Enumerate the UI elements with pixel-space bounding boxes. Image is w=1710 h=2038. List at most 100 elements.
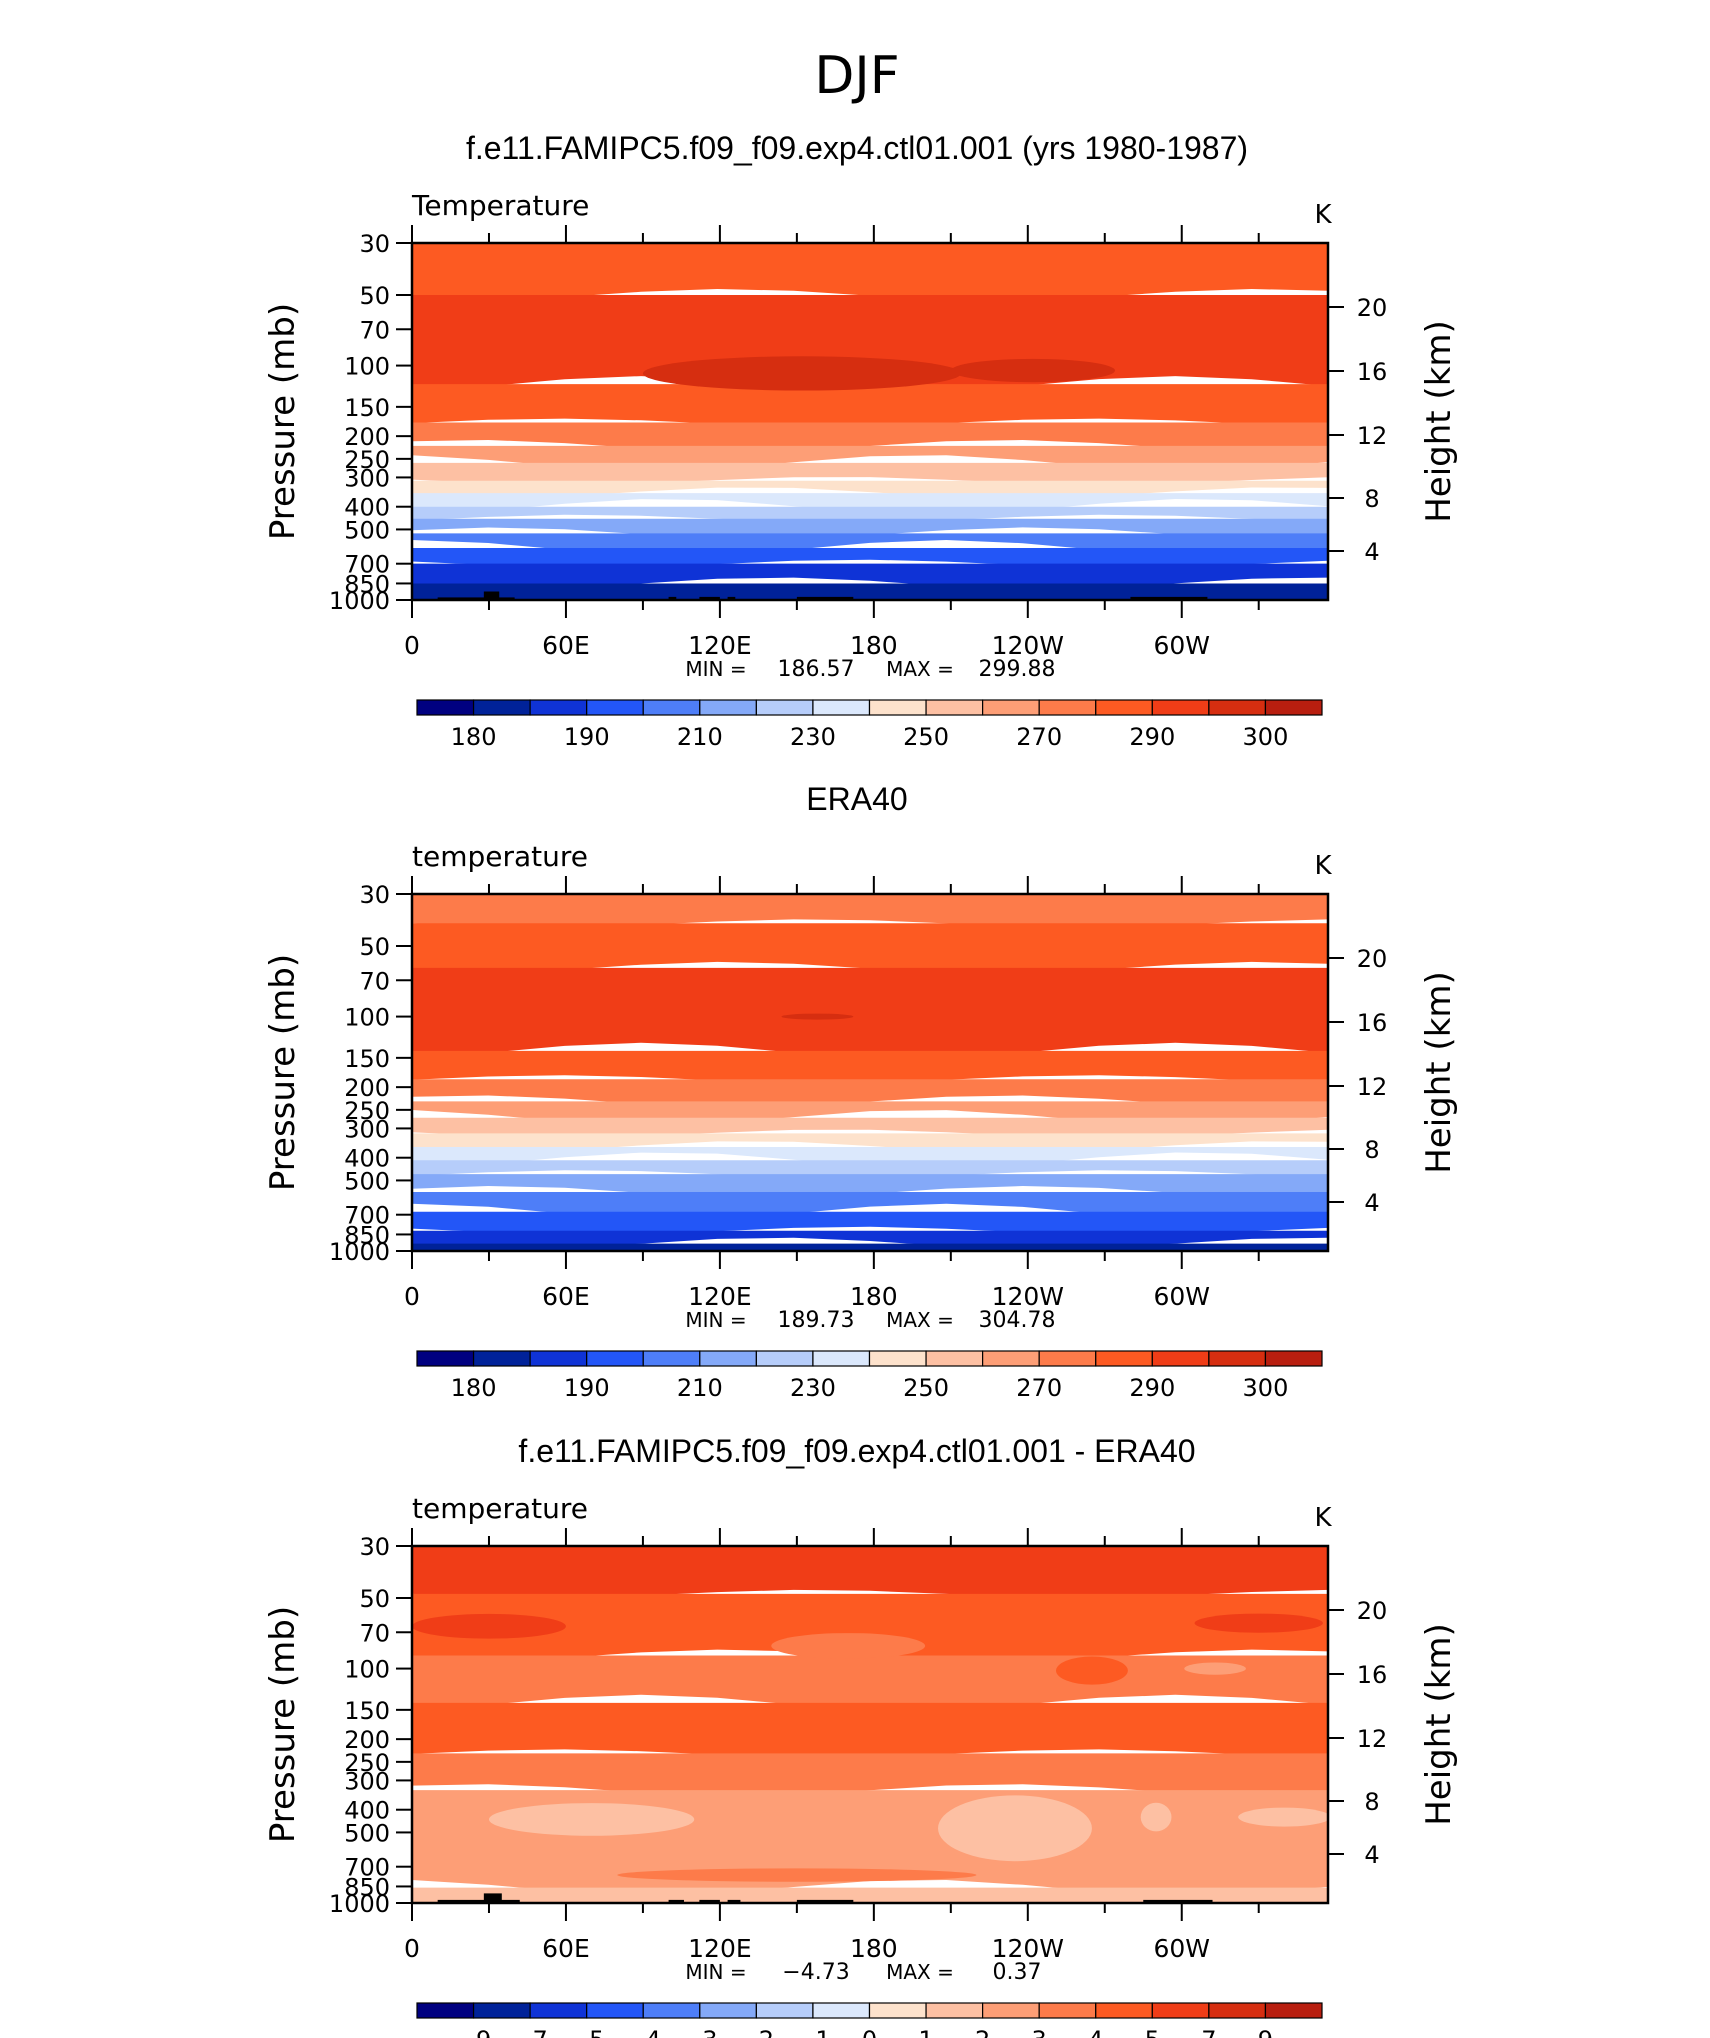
colorbar-label: −3 xyxy=(682,2026,717,2038)
topography-mask xyxy=(699,596,720,600)
colorbar-box xyxy=(1095,1350,1153,1367)
contour-blob xyxy=(937,1795,1092,1862)
y-tick-label: 400 xyxy=(344,494,390,522)
colorbar-box xyxy=(586,699,644,716)
x-tick-label: 180 xyxy=(850,1934,898,1963)
contour-blob xyxy=(1056,1656,1128,1685)
y-right-tick-label: 4 xyxy=(1364,1841,1379,1869)
colorbar-box xyxy=(642,1350,701,1367)
y-tick-label: 70 xyxy=(359,316,390,344)
plot-frame xyxy=(410,241,1330,602)
y-tick-label: 250 xyxy=(344,1749,390,1777)
x-tick-label: 60E xyxy=(542,1934,590,1963)
contour-band xyxy=(412,547,1328,568)
colorbar-box xyxy=(699,1350,757,1367)
stats-min-value: 189.73 xyxy=(778,1308,855,1333)
colorbar-box xyxy=(1038,2002,1097,2019)
x-tick-label: 180 xyxy=(850,631,898,660)
units-label: K xyxy=(1314,200,1332,230)
y-tick-label: 1000 xyxy=(329,1890,390,1918)
y-tick-label: 200 xyxy=(344,423,390,451)
colorbar-label: 290 xyxy=(1129,723,1175,751)
x-tick-label: 120W xyxy=(992,1934,1064,1963)
y-tick-label: 200 xyxy=(344,1726,390,1754)
variable-label: Temperature xyxy=(411,189,589,222)
contour-blob xyxy=(1140,1802,1172,1832)
contour-band xyxy=(412,1753,1328,1796)
colorbar-label: 250 xyxy=(903,1374,949,1402)
colorbar-box xyxy=(925,2002,984,2019)
contour-band xyxy=(412,1887,1328,1903)
colorbar-label: 230 xyxy=(790,1374,836,1402)
y-tick-label: 1000 xyxy=(329,587,390,615)
colorbar-box xyxy=(868,1350,927,1367)
colorbar-box xyxy=(868,699,927,716)
contour-band xyxy=(412,384,1328,427)
colorbar: 180 190 210 230 250 270 290 300 xyxy=(416,699,1323,751)
y-tick-label: 400 xyxy=(344,1797,390,1825)
colorbar-box xyxy=(472,699,531,716)
colorbar-label: 0 xyxy=(862,2026,877,2038)
contour-band xyxy=(412,243,1328,301)
contour-band xyxy=(412,1211,1328,1235)
y-tick-label: 500 xyxy=(344,1819,390,1847)
y-tick-label: 100 xyxy=(344,1656,390,1684)
topography-mask xyxy=(483,1893,502,1903)
colorbar-box xyxy=(1264,699,1323,716)
y-right-tick-label: 16 xyxy=(1357,1009,1388,1037)
variable-label: temperature xyxy=(412,840,588,873)
colorbar-label: −2 xyxy=(739,2026,774,2038)
topography-mask xyxy=(727,596,736,600)
colorbar-label: 1 xyxy=(918,2026,933,2038)
x-tick-label: 60W xyxy=(1153,1934,1210,1963)
contour-band xyxy=(412,1050,1328,1083)
colorbar-box xyxy=(416,1350,475,1367)
topography-mask xyxy=(437,597,515,600)
contour-blob xyxy=(781,1013,854,1020)
colorbar-box xyxy=(1038,1350,1097,1367)
topography-mask xyxy=(483,591,500,600)
contour-band xyxy=(412,506,1328,523)
y-right-tick-label: 12 xyxy=(1357,422,1388,450)
y-tick-label: 300 xyxy=(344,464,390,492)
units-label: K xyxy=(1314,1503,1332,1533)
colorbar-box xyxy=(472,2002,531,2019)
colorbar-box xyxy=(529,2002,588,2019)
y-tick-label: 30 xyxy=(359,881,390,909)
y-tick-label: 50 xyxy=(359,933,390,961)
stats-min-value: 186.57 xyxy=(778,657,855,682)
chart-title: f.e11.FAMIPC5.f09_f09.exp4.ctl01.001 - E… xyxy=(518,1433,1195,1469)
colorbar-label: 210 xyxy=(677,1374,723,1402)
y-tick-label: 30 xyxy=(359,230,390,258)
y-tick-label: 400 xyxy=(344,1145,390,1173)
x-tick-label: 0 xyxy=(404,631,420,660)
y-right-tick-label: 8 xyxy=(1364,1136,1379,1164)
contour-band xyxy=(412,1160,1328,1178)
colorbar-label: 4 xyxy=(1088,2026,1103,2038)
chart-panel-2: ERA40 temperature K 0 60E 120E 180 120W 60W 30 50 7… xyxy=(263,781,1459,1402)
topography-mask xyxy=(1143,1899,1213,1903)
colorbar-box xyxy=(642,2002,701,2019)
colorbar-label: −1 xyxy=(795,2026,830,2038)
contour-blob xyxy=(412,1613,566,1639)
colorbar-label: −9 xyxy=(456,2026,491,2038)
contour-band xyxy=(412,1146,1328,1169)
contour-blob xyxy=(617,1868,977,1882)
y-tick-label: 700 xyxy=(344,551,390,579)
y-right-tick-label: 8 xyxy=(1364,485,1379,513)
colorbar-box xyxy=(416,2002,475,2019)
contour-field xyxy=(412,1546,1328,1903)
y-tick-label: 700 xyxy=(344,1854,390,1882)
colorbar-label: −4 xyxy=(626,2026,661,2038)
page-title: DJF xyxy=(814,46,899,106)
colorbar-label: 270 xyxy=(1016,723,1062,751)
contour-band xyxy=(412,462,1328,485)
y-right-tick-label: 12 xyxy=(1357,1073,1388,1101)
y-tick-label: 850 xyxy=(344,1873,390,1901)
plot-frame xyxy=(410,1544,1330,1905)
y-right-axis-label: Height (km) xyxy=(1419,1623,1459,1826)
chart-title: f.e11.FAMIPC5.f09_f09.exp4.ctl01.001 (yr… xyxy=(466,130,1248,166)
stats-min-label: MIN = xyxy=(685,1308,746,1332)
stats-max-value: 0.37 xyxy=(993,1960,1042,1985)
